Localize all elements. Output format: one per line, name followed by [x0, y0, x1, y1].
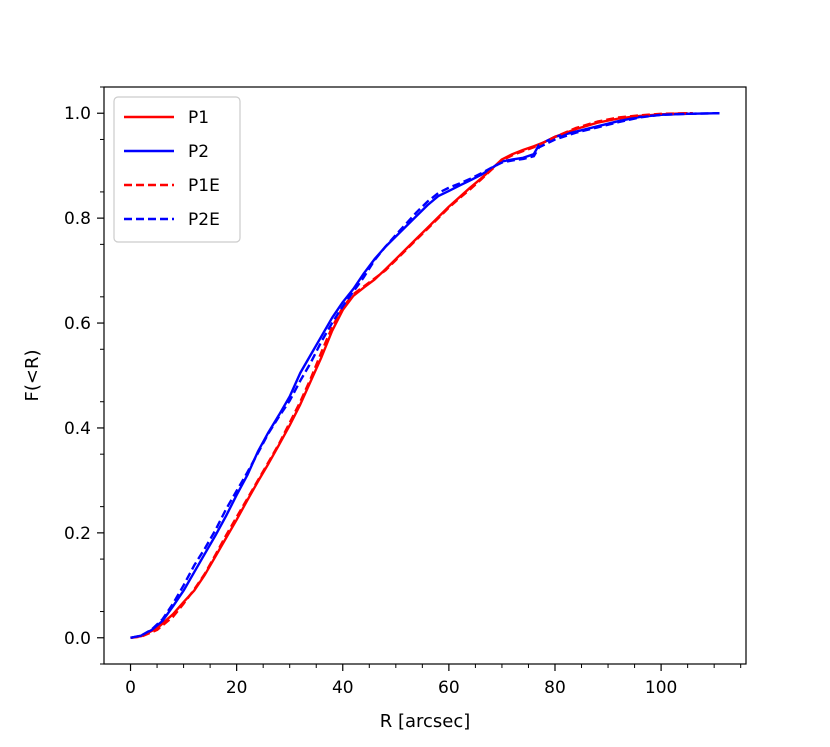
x-tick-label: 40 — [332, 678, 354, 698]
legend: P1 P2 P1E P2E — [113, 96, 241, 243]
x-axis-label: R [arcsec] — [380, 711, 471, 732]
y-tick-label: 0.4 — [64, 419, 91, 439]
x-axis-ticks: 0 20 40 60 80 100 — [125, 664, 742, 698]
y-tick-label: 0.2 — [64, 524, 91, 544]
x-tick-label: 100 — [645, 678, 677, 698]
y-tick-label: 0.6 — [64, 314, 91, 334]
legend-label-p1e: P1E — [188, 176, 220, 196]
series-line-p1e — [130, 112, 693, 639]
legend-box — [113, 96, 241, 243]
x-tick-label: 0 — [125, 678, 136, 698]
legend-label-p2e: P2E — [188, 210, 220, 230]
plot-lines — [130, 112, 720, 639]
plot-frame — [103, 86, 747, 665]
y-tick-label: 1.0 — [64, 104, 91, 124]
y-axis-label: F(<R) — [22, 350, 43, 402]
y-tick-label: 0.0 — [64, 629, 91, 649]
legend-label-p1: P1 — [188, 108, 209, 128]
x-tick-label: 60 — [438, 678, 460, 698]
y-axis-ticks: 0.0 0.2 0.4 0.6 0.8 1.0 — [64, 86, 104, 665]
legend-label-p2: P2 — [188, 142, 209, 162]
y-tick-label: 0.8 — [64, 209, 91, 229]
x-tick-label: 80 — [544, 678, 566, 698]
series-line-p2e — [130, 112, 720, 639]
x-tick-label: 20 — [226, 678, 248, 698]
